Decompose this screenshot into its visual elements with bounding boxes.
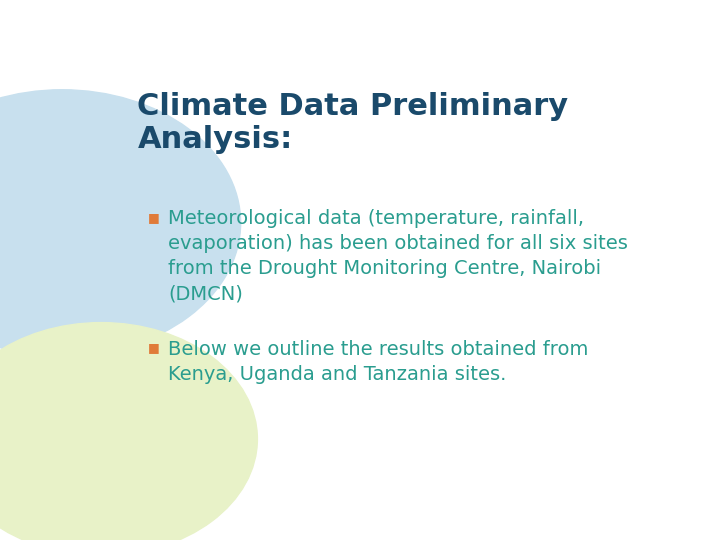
Text: Analysis:: Analysis:: [138, 125, 292, 154]
Circle shape: [0, 322, 258, 540]
Text: ■: ■: [148, 341, 160, 354]
Text: Below we outline the results obtained from
Kenya, Uganda and Tanzania sites.: Below we outline the results obtained fr…: [168, 340, 588, 384]
Circle shape: [0, 90, 240, 356]
Text: ■: ■: [148, 211, 160, 224]
Text: Meteorological data (temperature, rainfall,
evaporation) has been obtained for a: Meteorological data (temperature, rainfa…: [168, 210, 628, 303]
Text: Climate Data Preliminary: Climate Data Preliminary: [138, 92, 569, 121]
